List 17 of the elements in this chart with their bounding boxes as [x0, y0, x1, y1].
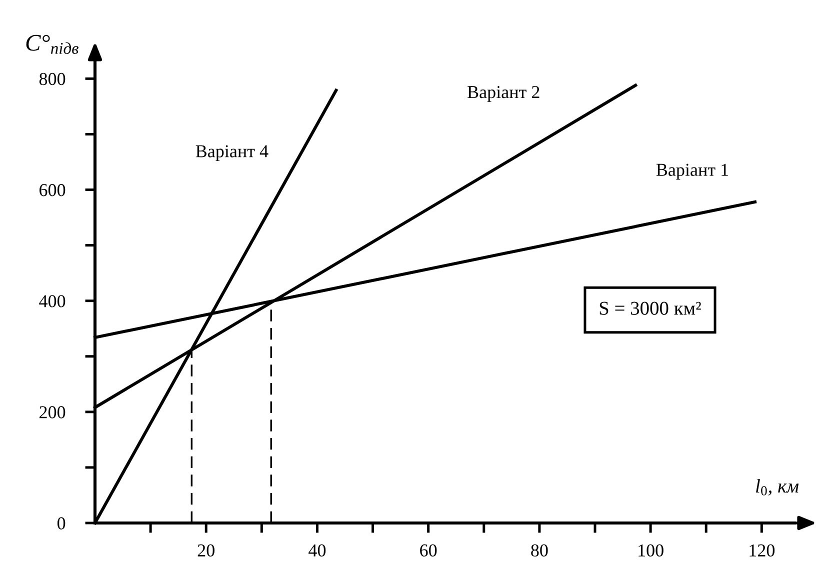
- series-label: Варіант 4: [196, 145, 268, 162]
- x-tick-label: 20: [198, 544, 214, 557]
- annotation: S = 3000 км²: [600, 302, 701, 315]
- x-tick-label: 120: [750, 544, 775, 557]
- x-tick-label: 100: [638, 544, 664, 557]
- x-tick-label: 80: [531, 544, 548, 557]
- x-tick-label: 40: [308, 544, 326, 557]
- y-tick-label: 0: [57, 517, 66, 530]
- series-label: Варіант 1: [656, 164, 728, 180]
- y-tick-label: 800: [39, 72, 66, 86]
- y-axis-title: C°$_{підв}$: [26, 34, 78, 54]
- series-label: Варіант 2: [468, 86, 540, 102]
- y-tick-label: 200: [40, 406, 66, 418]
- x-tick-label: 60: [420, 544, 437, 557]
- y-tick-label: 600: [40, 184, 66, 196]
- x-axis-title: l$_{0}$, км: [756, 479, 799, 496]
- y-tick-label: 400: [39, 295, 66, 308]
